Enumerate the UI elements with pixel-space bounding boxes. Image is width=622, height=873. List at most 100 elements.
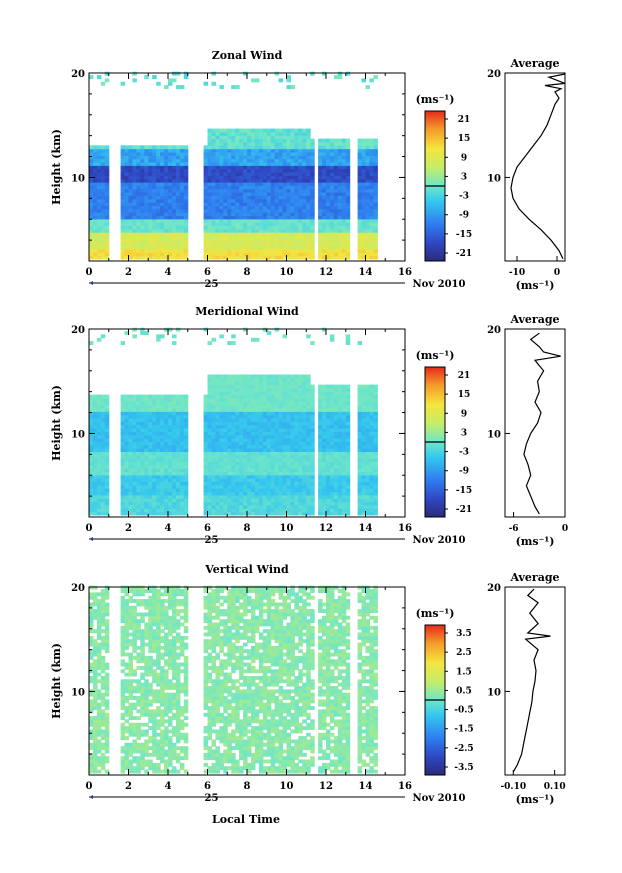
profile-unit: (ms⁻¹) bbox=[516, 793, 555, 806]
profile-x-tick-label: -10 bbox=[509, 268, 525, 278]
profile-x-tick-label: 0.10 bbox=[544, 782, 566, 792]
colorbar-tick-label: -15 bbox=[456, 486, 472, 496]
colorbar-tick-label: 3 bbox=[461, 172, 467, 182]
x-tick-label: 12 bbox=[319, 523, 333, 534]
colorbar-tick-label: 3 bbox=[461, 428, 467, 438]
colorbar-tick-label: -21 bbox=[456, 505, 472, 515]
heatmap-field bbox=[89, 71, 378, 260]
colorbar-tick-label: 21 bbox=[458, 115, 471, 125]
colorbar-unit: (ms⁻¹) bbox=[416, 607, 455, 620]
colorbar-unit: (ms⁻¹) bbox=[416, 349, 455, 362]
x-tick-label: 14 bbox=[359, 523, 373, 534]
x-tick-label: 10 bbox=[280, 781, 294, 792]
x-tick-label: 2 bbox=[125, 523, 132, 534]
y-tick-label: 10 bbox=[71, 173, 85, 184]
profile-title: Average bbox=[509, 313, 559, 326]
profile-title: Average bbox=[509, 57, 559, 70]
profile-frame bbox=[504, 586, 566, 776]
x-tick-label: 0 bbox=[86, 781, 93, 792]
y-tick-label: 20 bbox=[71, 325, 85, 336]
x-tick-label: 2 bbox=[125, 781, 132, 792]
profile-x-tick-label: 0 bbox=[554, 268, 560, 278]
x-tick-label: 14 bbox=[359, 781, 373, 792]
y-tick-label: 20 bbox=[71, 69, 85, 80]
x-tick-label: 6 bbox=[204, 523, 211, 534]
colorbar-tick-label: -2.5 bbox=[454, 744, 473, 754]
colorbar-tick-label: -21 bbox=[456, 249, 472, 259]
x-tick-label: 12 bbox=[319, 781, 333, 792]
x-axis-label: Local Time bbox=[212, 813, 280, 826]
x-tick-label: 6 bbox=[204, 267, 211, 278]
colorbar-tick-label: 1.5 bbox=[456, 667, 472, 677]
x-tick-label: 4 bbox=[165, 781, 172, 792]
x-tick-label: 0 bbox=[86, 267, 93, 278]
colorbar-tick-label: 9 bbox=[461, 153, 467, 163]
y-tick-label: 10 bbox=[71, 687, 85, 698]
panel-title: Zonal Wind bbox=[212, 49, 283, 62]
panel-title: Meridional Wind bbox=[195, 305, 299, 318]
profile-x-tick-label: -0.10 bbox=[500, 782, 526, 792]
panel-2: Meridional Wind 0 2 4 6 8 10 12 14 16 10 20 Height (… bbox=[50, 305, 568, 548]
date-marker bbox=[89, 281, 93, 285]
profile-x-tick-label: -6 bbox=[509, 524, 519, 534]
y-tick-label: 10 bbox=[71, 429, 85, 440]
date-month-label: Nov 2010 bbox=[413, 279, 466, 290]
profile-frame bbox=[504, 328, 566, 518]
x-tick-label: 0 bbox=[86, 523, 93, 534]
colorbar-tick-label: 15 bbox=[458, 390, 471, 400]
colorbar-tick-label: -15 bbox=[456, 230, 472, 240]
profile-y-tick-label: 10 bbox=[487, 173, 501, 184]
x-tick-label: 10 bbox=[280, 523, 294, 534]
date-day-label: 25 bbox=[204, 279, 218, 290]
profile-frame bbox=[504, 72, 566, 262]
y-tick-label: 20 bbox=[71, 583, 85, 594]
colorbar-tick-label: -9 bbox=[459, 211, 469, 221]
x-tick-label: 16 bbox=[398, 523, 412, 534]
profile-line bbox=[510, 73, 566, 260]
panel-1: Zonal Wind 0 2 4 6 8 10 12 14 16 10 20 Height (km) 25… bbox=[50, 49, 566, 292]
profile-line bbox=[523, 332, 561, 515]
date-marker bbox=[89, 795, 93, 799]
y-axis-label: Height (km) bbox=[50, 385, 63, 461]
x-tick-label: 16 bbox=[398, 781, 412, 792]
colorbar-tick-label: -0.5 bbox=[454, 706, 473, 716]
x-tick-label: 8 bbox=[244, 781, 251, 792]
x-tick-label: 12 bbox=[319, 267, 333, 278]
colorbar-tick-label: -9 bbox=[459, 467, 469, 477]
x-tick-label: 2 bbox=[125, 267, 132, 278]
profile-y-tick-label: 20 bbox=[487, 583, 501, 594]
colorbar-tick-label: 9 bbox=[461, 409, 467, 419]
colorbar-tick-label: -3 bbox=[459, 192, 469, 202]
profile-y-tick-label: 10 bbox=[487, 429, 501, 440]
colorbar-tick-label: -3.5 bbox=[454, 763, 473, 773]
y-axis-label: Height (km) bbox=[50, 643, 63, 719]
date-day-label: 25 bbox=[204, 793, 218, 804]
date-marker bbox=[89, 537, 93, 541]
date-day-label: 25 bbox=[204, 535, 218, 546]
x-tick-label: 16 bbox=[398, 267, 412, 278]
y-axis-label: Height (km) bbox=[50, 129, 63, 205]
colorbar-tick-label: 2.5 bbox=[456, 648, 472, 658]
x-tick-label: 6 bbox=[204, 781, 211, 792]
x-tick-label: 4 bbox=[165, 267, 172, 278]
x-tick-label: 8 bbox=[244, 523, 251, 534]
heatmap-field bbox=[89, 327, 378, 516]
colorbar-tick-label: 0.5 bbox=[456, 686, 472, 696]
profile-line bbox=[512, 588, 551, 773]
profile-y-tick-label: 20 bbox=[487, 69, 501, 80]
profile-unit: (ms⁻¹) bbox=[516, 279, 555, 292]
x-tick-label: 4 bbox=[165, 523, 172, 534]
date-month-label: Nov 2010 bbox=[413, 793, 466, 804]
profile-title: Average bbox=[509, 571, 559, 584]
profile-x-tick-label: 0 bbox=[562, 524, 568, 534]
panel-3: Vertical Wind 0 2 4 6 8 10 12 14 16 10 20 Height (km… bbox=[50, 563, 566, 806]
colorbar-tick-label: 21 bbox=[458, 371, 471, 381]
profile-y-tick-label: 10 bbox=[487, 687, 501, 698]
colorbar-unit: (ms⁻¹) bbox=[416, 93, 455, 106]
colorbar-tick-label: -1.5 bbox=[454, 725, 473, 735]
x-tick-label: 10 bbox=[280, 267, 294, 278]
panel-title: Vertical Wind bbox=[204, 563, 289, 576]
x-tick-label: 14 bbox=[359, 267, 373, 278]
